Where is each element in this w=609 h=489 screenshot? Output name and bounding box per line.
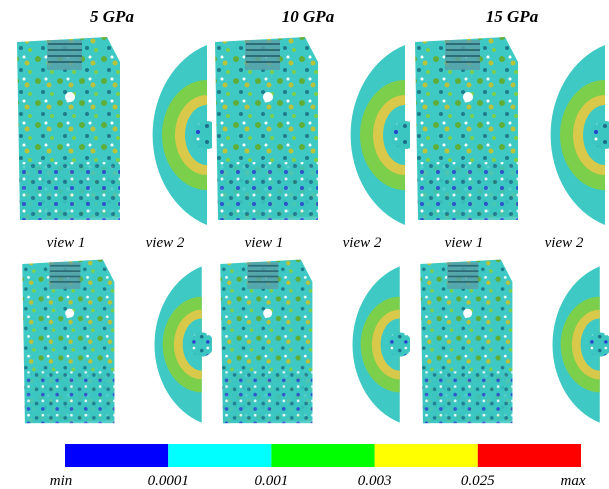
colorbar: min 0.0001 0.001 0.003 0.025 max bbox=[50, 444, 586, 489]
view2-panel bbox=[351, 45, 419, 225]
column-header: 5 GPa bbox=[90, 7, 134, 26]
colorbar-segment bbox=[271, 444, 375, 467]
view-label: view 1 bbox=[47, 235, 86, 251]
colorbar-label: 0.003 bbox=[358, 473, 392, 489]
colorbar-label: 0.001 bbox=[255, 473, 289, 489]
view-label: view 1 bbox=[445, 235, 484, 251]
view1-panel bbox=[415, 37, 518, 220]
view-label: view 2 bbox=[545, 235, 584, 251]
view1-panel bbox=[21, 258, 116, 425]
colorbar-label: 0.0001 bbox=[148, 473, 189, 489]
colorbar-segment bbox=[65, 444, 169, 467]
colorbar-label: 0.025 bbox=[461, 473, 495, 489]
view2-panel bbox=[551, 45, 609, 225]
view2-panel bbox=[552, 266, 609, 423]
colorbar-segment bbox=[168, 444, 272, 467]
view1-panel bbox=[17, 37, 120, 220]
view1-panel bbox=[419, 258, 514, 425]
column-header: 15 GPa bbox=[486, 7, 539, 26]
column-header: 10 GPa bbox=[282, 7, 335, 26]
colorbar-segment bbox=[477, 444, 581, 467]
view1-panel bbox=[215, 37, 318, 220]
colorbar-label: min bbox=[50, 473, 73, 489]
view-label: view 2 bbox=[146, 235, 185, 251]
view-label: view 1 bbox=[245, 235, 284, 251]
colorbar-segment bbox=[374, 444, 478, 467]
colorbar-label: max bbox=[561, 473, 586, 489]
view2-panel bbox=[153, 45, 221, 225]
view-label: view 2 bbox=[343, 235, 382, 251]
view2-panel bbox=[154, 266, 212, 423]
view1-panel bbox=[219, 258, 314, 425]
panels bbox=[17, 37, 609, 425]
view2-panel bbox=[352, 266, 410, 423]
